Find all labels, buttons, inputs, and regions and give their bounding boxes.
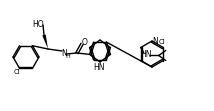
Text: N: N — [152, 37, 158, 46]
Text: N: N — [61, 49, 67, 57]
Text: HO: HO — [32, 20, 44, 29]
Text: O: O — [82, 38, 88, 47]
Text: H: H — [66, 54, 70, 58]
Text: Cl: Cl — [159, 39, 166, 45]
Text: HN: HN — [140, 50, 152, 59]
Polygon shape — [42, 35, 48, 49]
Text: HN: HN — [93, 62, 105, 71]
Text: Cl: Cl — [14, 69, 21, 75]
